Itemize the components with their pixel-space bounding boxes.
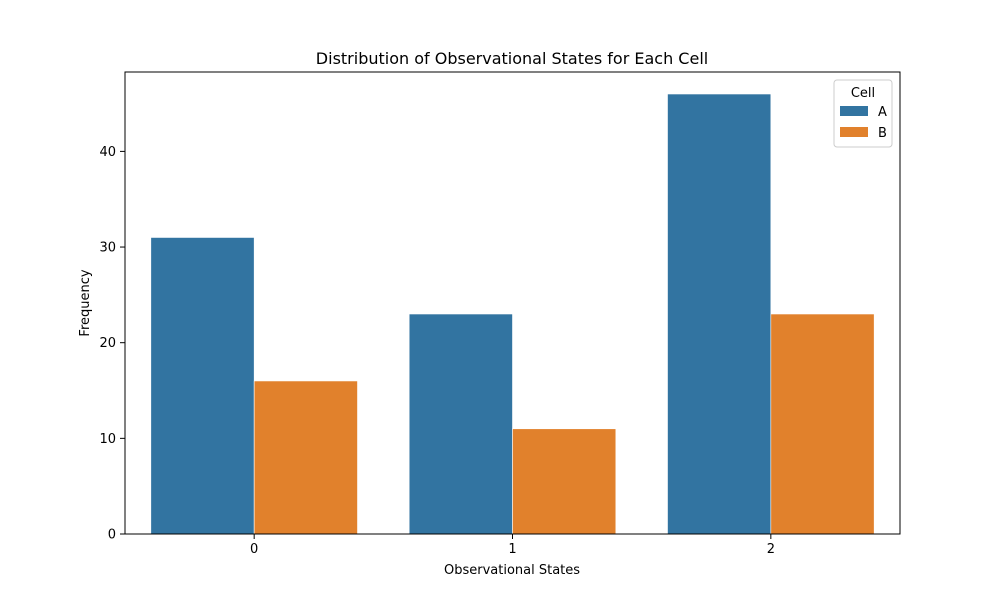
plot-area-frame: [124, 71, 901, 535]
legend-swatch-B: [840, 127, 868, 137]
bar-A-1: [408, 313, 513, 535]
y-tick-label: 0: [108, 528, 116, 543]
y-axis-label: Frequency: [78, 269, 93, 336]
bar-B-2: [770, 313, 875, 535]
legend: Cell AB: [833, 79, 893, 148]
bar-B-1: [512, 428, 617, 535]
y-tick-label: 30: [99, 241, 116, 256]
legend-swatch-A: [840, 106, 868, 116]
bar-A-2: [667, 93, 772, 535]
x-axis-ticks: 0 1 2: [250, 534, 775, 557]
legend-label-B: B: [878, 126, 887, 141]
legend-title: Cell: [851, 86, 875, 101]
y-tick-label: 20: [99, 336, 116, 351]
x-axis-label: Observational States: [444, 563, 580, 578]
bar-A-0: [150, 237, 255, 535]
x-tick-label: 1: [508, 542, 516, 557]
y-tick-label: 10: [99, 432, 116, 447]
bars-group: [150, 93, 875, 535]
bar-B-0: [253, 380, 358, 535]
x-tick-label: 0: [250, 542, 258, 557]
chart-title: Distribution of Observational States for…: [316, 49, 708, 68]
x-tick-label: 2: [767, 542, 775, 557]
legend-label-A: A: [878, 105, 887, 120]
y-tick-label: 40: [99, 145, 116, 160]
y-axis-ticks: 0 10 20 30 40: [99, 145, 125, 543]
